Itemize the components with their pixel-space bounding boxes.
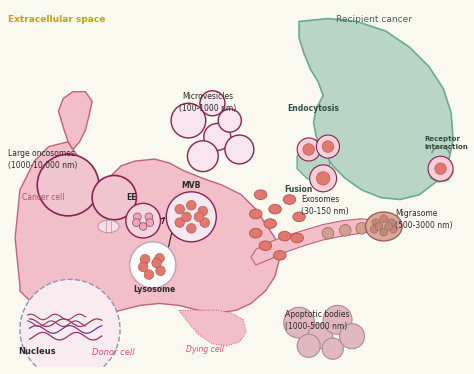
- Circle shape: [152, 258, 162, 268]
- Circle shape: [186, 200, 196, 210]
- Circle shape: [218, 109, 241, 132]
- Circle shape: [198, 206, 208, 216]
- Polygon shape: [299, 19, 453, 199]
- Circle shape: [297, 334, 320, 358]
- Ellipse shape: [98, 220, 119, 233]
- Text: Recipient cancer: Recipient cancer: [336, 15, 412, 24]
- Circle shape: [146, 219, 154, 227]
- Circle shape: [140, 254, 150, 264]
- Text: Fusion: Fusion: [284, 185, 313, 194]
- Circle shape: [171, 103, 206, 138]
- Circle shape: [388, 219, 395, 227]
- Text: Extracellular space: Extracellular space: [9, 15, 106, 24]
- Circle shape: [297, 138, 320, 161]
- Polygon shape: [15, 142, 280, 320]
- Circle shape: [356, 223, 367, 234]
- Circle shape: [380, 215, 388, 223]
- Circle shape: [322, 338, 343, 359]
- Text: Endocytosis: Endocytosis: [288, 104, 339, 113]
- Circle shape: [175, 218, 184, 227]
- Circle shape: [37, 154, 99, 216]
- Ellipse shape: [259, 241, 272, 251]
- Circle shape: [375, 223, 383, 230]
- Ellipse shape: [283, 195, 296, 204]
- Ellipse shape: [278, 231, 291, 241]
- Ellipse shape: [291, 233, 303, 243]
- Circle shape: [428, 156, 453, 181]
- Ellipse shape: [249, 229, 262, 238]
- Circle shape: [130, 242, 176, 288]
- Circle shape: [283, 307, 314, 338]
- Circle shape: [144, 270, 154, 279]
- Polygon shape: [429, 159, 453, 182]
- Circle shape: [155, 254, 164, 263]
- Circle shape: [385, 223, 392, 230]
- Text: Dying cell: Dying cell: [186, 344, 224, 353]
- Text: Cancer cell: Cancer cell: [22, 193, 64, 202]
- Circle shape: [390, 226, 397, 233]
- Polygon shape: [297, 140, 330, 182]
- Ellipse shape: [255, 190, 267, 199]
- Circle shape: [339, 224, 351, 236]
- Text: Microvesicles
(100-1000 nm): Microvesicles (100-1000 nm): [179, 92, 236, 113]
- Circle shape: [155, 266, 165, 276]
- Circle shape: [133, 219, 140, 227]
- Text: Large oncosomes
(1000-10,000 nm): Large oncosomes (1000-10,000 nm): [9, 150, 78, 170]
- Text: Nucleus: Nucleus: [18, 347, 55, 356]
- Circle shape: [317, 135, 339, 158]
- Circle shape: [175, 204, 184, 214]
- Text: Migrasome
(500-3000 nm): Migrasome (500-3000 nm): [395, 209, 453, 230]
- Ellipse shape: [365, 212, 402, 241]
- Circle shape: [322, 141, 334, 152]
- Circle shape: [310, 165, 337, 192]
- Circle shape: [435, 163, 447, 175]
- Circle shape: [187, 141, 218, 172]
- Ellipse shape: [249, 209, 262, 219]
- Circle shape: [204, 123, 231, 150]
- Circle shape: [308, 324, 333, 349]
- Circle shape: [145, 213, 153, 221]
- Circle shape: [317, 172, 330, 185]
- Circle shape: [200, 91, 225, 116]
- Circle shape: [380, 229, 388, 236]
- Circle shape: [126, 203, 161, 238]
- Circle shape: [166, 192, 216, 242]
- Ellipse shape: [293, 212, 305, 222]
- Circle shape: [194, 212, 204, 222]
- Circle shape: [20, 279, 120, 374]
- Circle shape: [322, 227, 334, 239]
- Text: Exosomes
(30-150 nm): Exosomes (30-150 nm): [301, 195, 348, 215]
- Circle shape: [372, 219, 380, 227]
- Circle shape: [339, 324, 365, 349]
- Text: Lysosome: Lysosome: [134, 285, 176, 294]
- Circle shape: [139, 223, 147, 230]
- Circle shape: [92, 175, 137, 220]
- Polygon shape: [251, 219, 381, 265]
- Circle shape: [134, 213, 141, 221]
- Text: Donor cell: Donor cell: [92, 349, 135, 358]
- Text: EE: EE: [126, 193, 137, 202]
- Circle shape: [182, 212, 191, 222]
- Circle shape: [138, 262, 148, 272]
- Text: Receptor
interaction: Receptor interaction: [424, 137, 468, 150]
- Circle shape: [370, 226, 378, 233]
- Ellipse shape: [269, 204, 281, 214]
- Ellipse shape: [264, 219, 276, 229]
- Circle shape: [323, 306, 352, 334]
- Polygon shape: [179, 310, 246, 346]
- Circle shape: [225, 135, 254, 164]
- Polygon shape: [58, 92, 92, 150]
- Circle shape: [186, 224, 196, 233]
- Circle shape: [200, 218, 210, 227]
- Circle shape: [303, 144, 314, 155]
- Text: Apoptotic bodies
(1000-5000 nm): Apoptotic bodies (1000-5000 nm): [284, 310, 349, 331]
- Ellipse shape: [273, 251, 286, 260]
- Text: MVB: MVB: [182, 181, 201, 190]
